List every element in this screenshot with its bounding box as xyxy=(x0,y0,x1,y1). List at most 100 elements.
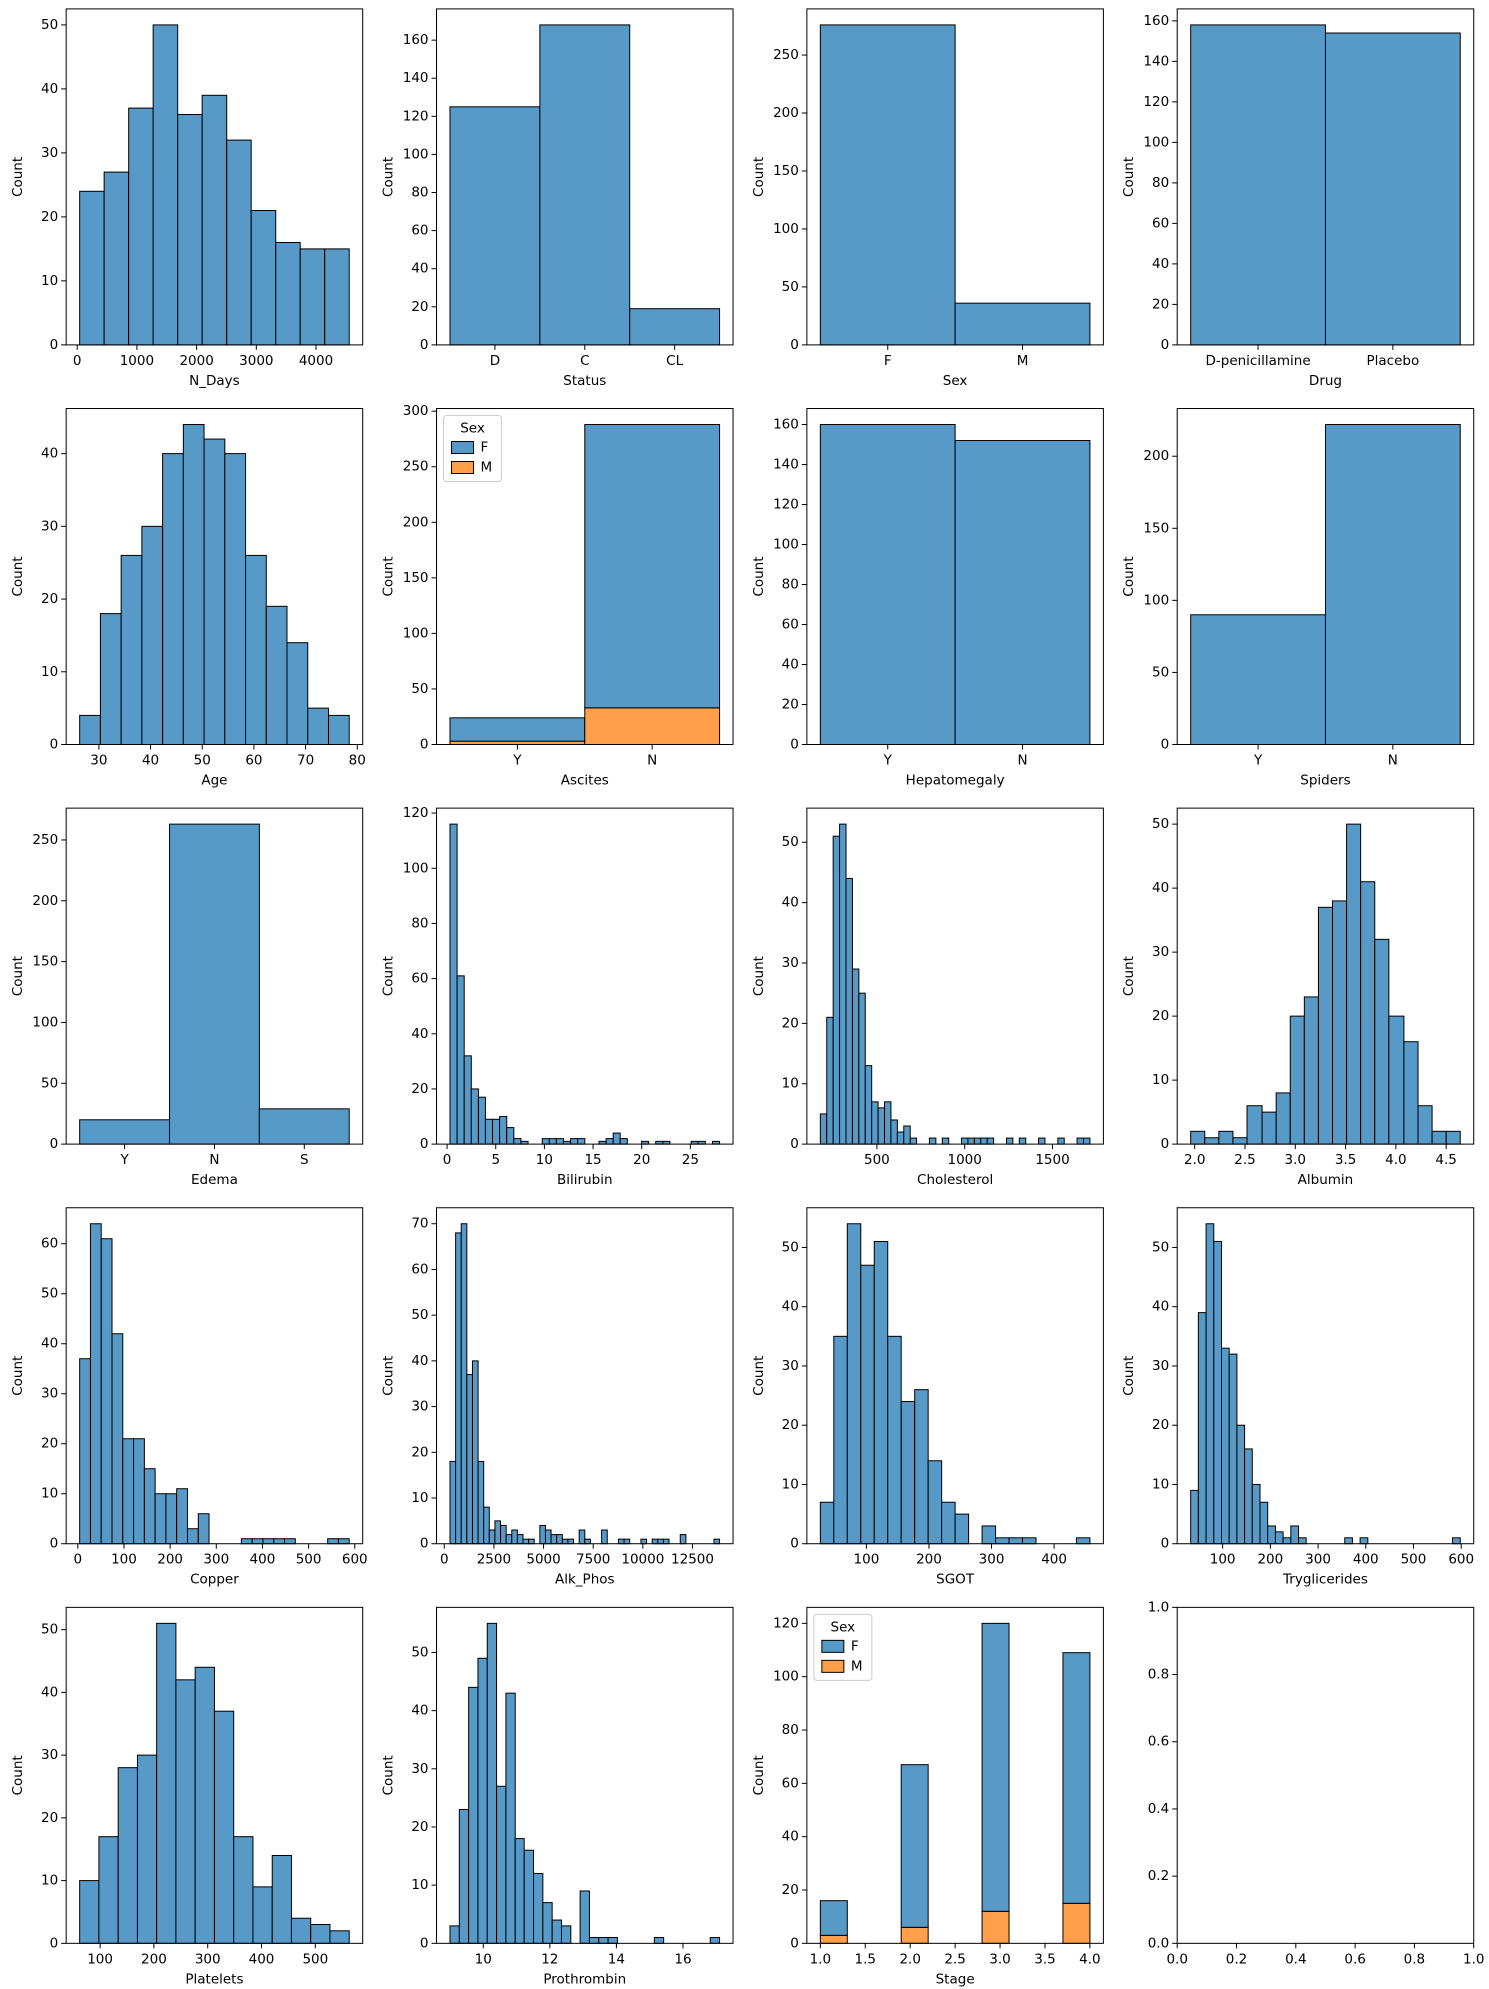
bar xyxy=(79,1119,171,1145)
bar-segment xyxy=(819,1934,848,1944)
y-axis-label: Count xyxy=(381,1755,397,1795)
x-axis-label: N_Days xyxy=(189,373,240,389)
y-tick-label: 10 xyxy=(41,1873,58,1889)
y-tick-label: 20 xyxy=(411,1819,428,1835)
axes-frame xyxy=(1176,1606,1475,1944)
y-tick-label: 60 xyxy=(411,1261,428,1277)
x-tick-label: 4.0 xyxy=(1079,1951,1100,1967)
x-tick-label: 10 xyxy=(536,1152,553,1168)
bar xyxy=(455,1232,462,1545)
x-axis-label: Cholesterol xyxy=(917,1172,993,1188)
y-tick-label: 200 xyxy=(32,893,58,909)
bar xyxy=(679,1534,687,1545)
y-tick-label: 20 xyxy=(41,591,58,607)
bar xyxy=(449,823,458,1145)
x-axis-label: Hepatomegaly xyxy=(906,773,1005,789)
x-tick-label: 10 xyxy=(475,1951,492,1967)
y-tick-label: 0 xyxy=(420,737,429,753)
bar xyxy=(226,139,252,346)
y-tick-label: 120 xyxy=(403,108,429,124)
y-tick-label: 0 xyxy=(50,1536,59,1552)
x-tick-label: 12 xyxy=(541,1951,558,1967)
bar xyxy=(556,1534,563,1545)
y-tick-label: 0.2 xyxy=(1148,1868,1169,1884)
bar xyxy=(1218,1130,1234,1145)
bar xyxy=(578,1529,586,1545)
bar xyxy=(122,1438,135,1545)
bar xyxy=(954,1513,970,1545)
bar xyxy=(1082,1137,1091,1145)
bar xyxy=(629,308,721,346)
bar xyxy=(477,1657,488,1944)
x-tick-label: 1000 xyxy=(948,1152,982,1168)
bar xyxy=(555,1138,564,1145)
y-tick-label: 0 xyxy=(1161,737,1170,753)
bar xyxy=(1018,1137,1027,1145)
x-tick-label: 200 xyxy=(157,1552,183,1568)
bar xyxy=(567,1538,575,1545)
x-tick-label: 0.6 xyxy=(1344,1951,1365,1967)
x-axis-label: Platelets xyxy=(185,1971,243,1987)
x-tick-label: 300 xyxy=(1305,1552,1331,1568)
bar xyxy=(1197,1312,1207,1545)
y-tick-label: 40 xyxy=(1152,1299,1169,1315)
bar xyxy=(833,1335,848,1545)
y-tick-label: 120 xyxy=(773,1615,799,1631)
x-tick-label: 0 xyxy=(440,1552,449,1568)
y-tick-label: 300 xyxy=(403,403,429,419)
y-tick-label: 50 xyxy=(411,1307,428,1323)
y-tick-label: 80 xyxy=(411,185,428,201)
x-tick-label: 200 xyxy=(916,1552,942,1568)
bar xyxy=(890,1119,898,1145)
bar xyxy=(1303,996,1319,1145)
bar xyxy=(709,1937,721,1944)
bar xyxy=(483,1506,490,1545)
y-tick-label: 140 xyxy=(403,70,429,86)
axes-frame xyxy=(65,1207,364,1545)
x-axis-label: SGOT xyxy=(936,1572,975,1588)
bar xyxy=(657,1538,664,1545)
x-tick-label: S xyxy=(300,1152,309,1168)
y-tick-label: 40 xyxy=(411,1703,428,1719)
y-axis-label: Count xyxy=(10,157,26,197)
x-tick-label: 2.0 xyxy=(1184,1152,1205,1168)
x-tick-label: 1.5 xyxy=(855,1951,876,1967)
x-tick-label: 60 xyxy=(245,753,262,769)
y-axis-label: Count xyxy=(1121,956,1137,996)
bar xyxy=(1360,881,1376,1145)
y-tick-label: 40 xyxy=(1152,256,1169,272)
bar xyxy=(623,1538,631,1545)
bar xyxy=(1298,1537,1307,1545)
y-axis-label: Count xyxy=(751,956,767,996)
y-tick-label: 140 xyxy=(773,457,799,473)
bar xyxy=(79,190,105,346)
bar xyxy=(79,1358,91,1545)
bar xyxy=(548,1138,557,1145)
bar xyxy=(1204,1137,1220,1145)
y-axis-label: Count xyxy=(1121,1356,1137,1396)
x-tick-label: 80 xyxy=(349,753,366,769)
legend-swatch xyxy=(821,1659,845,1673)
y-tick-label: 140 xyxy=(1143,53,1169,69)
bar-segment xyxy=(449,717,586,742)
legend-swatch xyxy=(451,461,475,475)
legend-label: M xyxy=(851,1658,863,1674)
legend-label: M xyxy=(481,460,493,476)
y-tick-label: 40 xyxy=(411,1026,428,1042)
x-tick-label: 0 xyxy=(73,353,82,369)
bar xyxy=(477,1460,485,1545)
bar xyxy=(99,613,122,745)
y-tick-label: 0 xyxy=(50,1136,59,1152)
legend-title: Sex xyxy=(831,1619,856,1635)
x-tick-label: 300 xyxy=(195,1951,221,1967)
y-tick-label: 100 xyxy=(403,860,429,876)
y-tick-label: 20 xyxy=(782,697,799,713)
x-axis-label: Copper xyxy=(190,1572,239,1588)
bar xyxy=(143,1468,156,1545)
bar xyxy=(449,1925,460,1944)
bar xyxy=(653,1937,665,1944)
y-tick-label: 0.8 xyxy=(1148,1667,1169,1683)
y-tick-label: 0 xyxy=(1161,1536,1170,1552)
y-tick-label: 100 xyxy=(32,1014,58,1030)
bar-segment xyxy=(584,424,721,709)
